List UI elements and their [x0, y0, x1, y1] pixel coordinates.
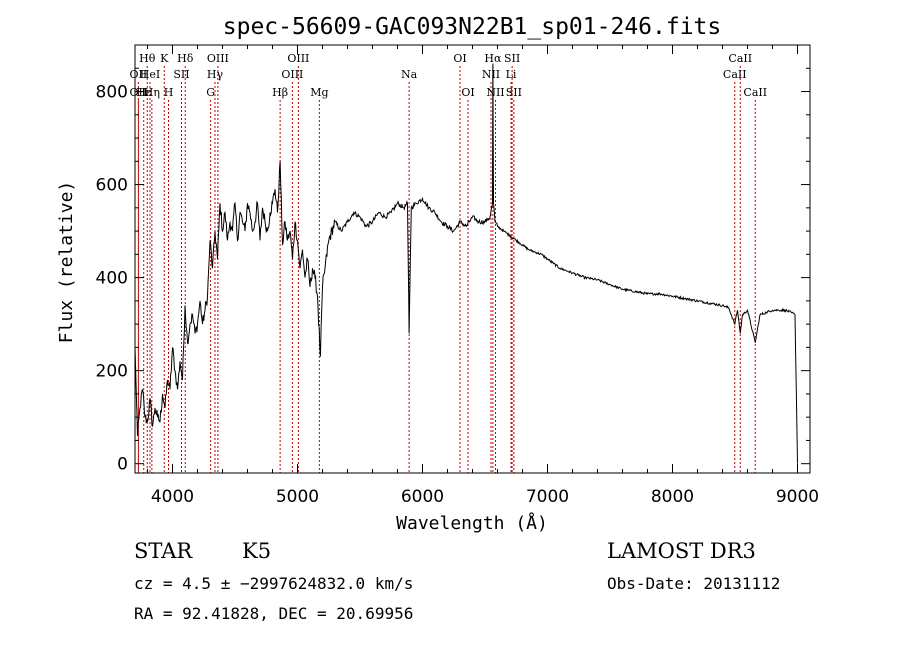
obs-date: Obs-Date: 20131112 — [607, 574, 781, 593]
line-label-11: Hγ — [207, 68, 224, 81]
survey-name: LAMOST DR3 — [607, 539, 756, 563]
line-label-5: Hη — [144, 86, 160, 99]
plot-frame — [134, 44, 811, 474]
line-label-22: NII — [486, 86, 504, 99]
object-subclass: K5 — [242, 539, 272, 563]
line-label-4: HeI — [140, 68, 160, 81]
line-label-6: K — [160, 52, 169, 65]
line-label-26: CaII — [728, 52, 752, 65]
x-tick-label-5000: 5000 — [276, 487, 319, 507]
y-tick-label-800: 800 — [96, 83, 128, 103]
line-label-13: Hβ — [272, 86, 288, 99]
line-label-9: Hδ — [177, 52, 194, 65]
line-label-7: SII — [173, 68, 189, 81]
line-label-1: OII — [130, 68, 148, 81]
chart-title: spec-56609-GAC093N22B1_sp01-246.fits — [223, 14, 722, 40]
line-label-24: Li — [506, 68, 517, 81]
emission-line-markers — [137, 66, 756, 473]
x-tick-label-6000: 6000 — [401, 487, 444, 507]
line-label-28: CaII — [743, 86, 767, 99]
line-label-18: OI — [453, 52, 466, 65]
y-tick-label-400: 400 — [96, 269, 128, 289]
x-tick-label-4000: 4000 — [151, 487, 194, 507]
line-label-2: OII — [130, 86, 148, 99]
line-label-25: SII — [506, 86, 522, 99]
line-label-3: Hε — [136, 86, 152, 99]
line-label-10: OIII — [207, 52, 229, 65]
line-label-14: OIII — [287, 52, 309, 65]
spectrum-series-line — [134, 63, 798, 464]
line-label-23: SII — [504, 52, 520, 65]
y-axis-ticks: 0 200 400 600 800 — [96, 44, 810, 475]
y-tick-label-0: 0 — [117, 455, 128, 475]
line-label-12: G — [206, 86, 215, 99]
line-label-17: Na — [401, 68, 418, 81]
object-class: STAR — [134, 539, 193, 563]
line-label-27: CaII — [723, 68, 747, 81]
line-label-20: Hα — [484, 52, 502, 65]
x-axis-label: Wavelength (Å) — [396, 512, 548, 534]
x-tick-label-7000: 7000 — [526, 487, 569, 507]
y-tick-label-200: 200 — [96, 362, 128, 382]
redshift-readout: cz = 4.5 ± −2997624832.0 km/s — [134, 574, 414, 593]
y-axis-label: Flux (relative) — [56, 181, 77, 344]
sky-coordinates: RA = 92.41828, DEC = 20.69956 — [134, 604, 414, 623]
x-tick-label-9000: 9000 — [776, 487, 819, 507]
line-label-15: OIII — [281, 68, 303, 81]
line-label-19: OI — [461, 86, 474, 99]
line-label-16: Mg — [310, 86, 328, 99]
line-label-0: Hθ — [139, 52, 156, 65]
y-tick-label-600: 600 — [96, 176, 128, 196]
line-label-21: NII — [482, 68, 500, 81]
x-tick-label-8000: 8000 — [651, 487, 694, 507]
line-label-8: H — [164, 86, 174, 99]
x-axis-ticks: 4000 5000 6000 7000 8000 9000 — [147, 45, 819, 507]
